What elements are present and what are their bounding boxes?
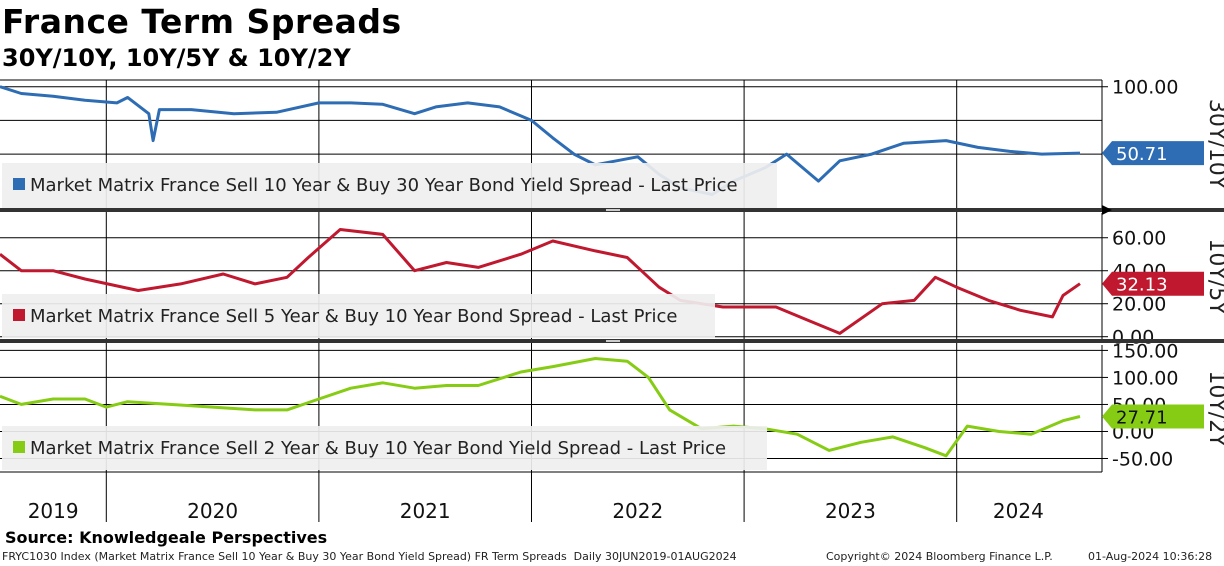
y-tick-label-30y10y: 100.00 <box>1112 77 1178 99</box>
x-tick-label: 2024 <box>993 499 1044 523</box>
last-value-label-10y2y: 27.71 <box>1116 407 1168 428</box>
y-tick-label-10y2y: -50.00 <box>1112 448 1173 470</box>
legend-box-10y5y <box>2 294 715 338</box>
x-tick-label: 2019 <box>28 499 79 523</box>
series-line-10y2y <box>0 357 1081 458</box>
y-tick-label-10y2y: 100.00 <box>1112 367 1178 389</box>
legend-swatch-10y2y <box>13 441 25 453</box>
y-tick-label-10y2y: 150.00 <box>1112 340 1178 362</box>
axis-title-30y10y: 30Y/10Y <box>1204 99 1224 190</box>
panel-separator-grip-1 <box>606 209 620 211</box>
series-line-30y10y <box>0 85 1081 196</box>
footer-copyright: Copyright© 2024 Bloomberg Finance L.P. <box>826 550 1053 563</box>
legend-swatch-10y5y <box>13 309 25 321</box>
last-value-tag-10y2y <box>1102 404 1204 429</box>
footer-timestamp: 01-Aug-2024 10:36:28 <box>1088 550 1213 563</box>
last-value-tag-10y5y <box>1102 271 1204 296</box>
y-tick-label-10y5y: 60.00 <box>1112 228 1166 250</box>
footer-description: FRYC1030 Index (Market Matrix France Sel… <box>2 550 737 563</box>
legend-box-10y2y <box>2 426 767 470</box>
last-value-tag-30y10y <box>1102 141 1204 166</box>
legend-text-30y10y: Market Matrix France Sell 10 Year & Buy … <box>30 175 738 196</box>
axis-title-10y2y: 10Y/2Y <box>1204 370 1224 447</box>
y-tick-label-10y5y: 20.00 <box>1112 294 1166 316</box>
axis-title-10y5y: 10Y/5Y <box>1204 238 1224 315</box>
x-tick-label: 2022 <box>612 499 663 523</box>
legend-swatch-30y10y <box>13 178 25 190</box>
x-tick-label: 2020 <box>187 499 238 523</box>
chart-title: France Term Spreads <box>2 2 402 41</box>
x-tick-label: 2021 <box>400 499 451 523</box>
source-line: Source: Knowledgeale Perspectives <box>5 528 328 547</box>
x-tick-label: 2023 <box>825 499 876 523</box>
chart-subtitle: 30Y/10Y, 10Y/5Y & 10Y/2Y <box>2 44 351 72</box>
panel-separator-grip-2 <box>606 340 620 342</box>
legend-box-30y10y <box>2 163 777 208</box>
last-value-label-10y5y: 32.13 <box>1116 275 1168 296</box>
legend-text-10y2y: Market Matrix France Sell 2 Year & Buy 1… <box>30 438 726 459</box>
separator-arrow <box>1102 205 1112 215</box>
series-line-10y5y <box>0 228 1081 335</box>
y-tick-label-10y5y: 0.00 <box>1112 327 1154 349</box>
last-value-label-30y10y: 50.71 <box>1116 144 1168 165</box>
legend-text-10y5y: Market Matrix France Sell 5 Year & Buy 1… <box>30 306 678 327</box>
